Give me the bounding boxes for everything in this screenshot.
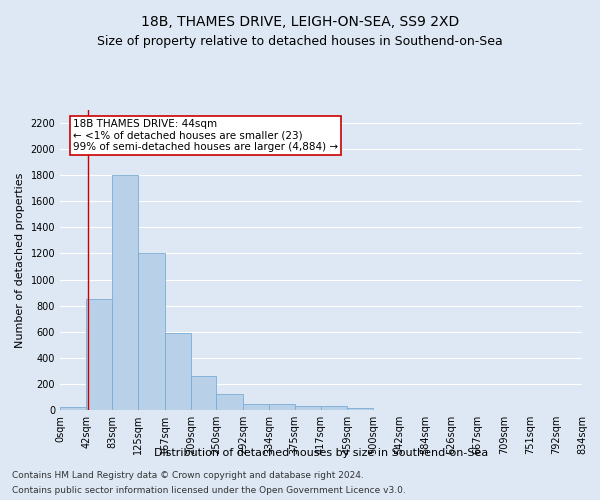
Text: Contains public sector information licensed under the Open Government Licence v3: Contains public sector information licen… (12, 486, 406, 495)
Bar (269, 404, 295, 410)
Bar (138, 254, 164, 410)
Bar (243, 404, 269, 410)
Text: 18B, THAMES DRIVE, LEIGH-ON-SEA, SS9 2XD: 18B, THAMES DRIVE, LEIGH-ON-SEA, SS9 2XD (141, 15, 459, 29)
Bar (347, 408, 373, 410)
Bar (60, 407, 86, 410)
Bar (217, 394, 243, 410)
Text: Contains HM Land Registry data © Crown copyright and database right 2024.: Contains HM Land Registry data © Crown c… (12, 471, 364, 480)
Text: 18B THAMES DRIVE: 44sqm
← <1% of detached houses are smaller (23)
99% of semi-de: 18B THAMES DRIVE: 44sqm ← <1% of detache… (73, 119, 338, 152)
Bar (86, 299, 112, 410)
Text: Size of property relative to detached houses in Southend-on-Sea: Size of property relative to detached ho… (97, 35, 503, 48)
Text: Distribution of detached houses by size in Southend-on-Sea: Distribution of detached houses by size … (154, 448, 488, 458)
Bar (191, 376, 217, 410)
Bar (112, 175, 138, 410)
Bar (321, 406, 347, 410)
Y-axis label: Number of detached properties: Number of detached properties (15, 172, 25, 348)
Bar (164, 333, 191, 410)
Bar (295, 406, 321, 410)
